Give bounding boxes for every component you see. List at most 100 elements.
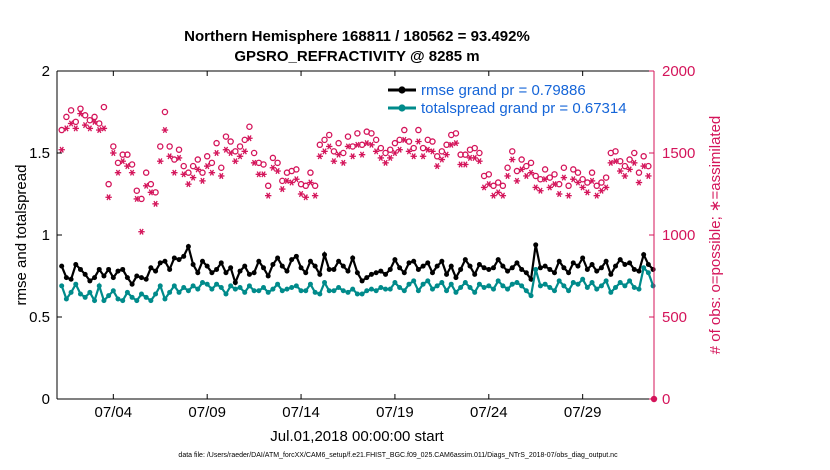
spread-point — [134, 298, 140, 304]
obs-assimilated-stroke — [87, 125, 93, 132]
spread-point — [148, 298, 154, 304]
obs-assimilated-stroke — [566, 192, 571, 199]
obs-possible-point — [579, 175, 586, 183]
obs-possible-point — [570, 166, 577, 173]
obs-assimilated-point — [410, 153, 417, 160]
spread-point — [354, 291, 360, 297]
obs-assimilated-point — [518, 166, 525, 173]
obs-assimilated-point — [63, 125, 70, 132]
y-right-tick-label: 500 — [662, 309, 687, 326]
obs-assimilated-stroke — [82, 122, 88, 129]
obs-assimilated-point — [119, 158, 126, 165]
obs-possible-point — [452, 130, 460, 137]
obs-assimilated-point — [551, 181, 558, 188]
obs-assimilated-point — [265, 192, 272, 199]
rmse-point — [401, 270, 407, 276]
rmse-point — [129, 281, 135, 287]
obs-assimilated-stroke — [547, 184, 552, 191]
obs-assimilated-point — [429, 148, 436, 155]
obs-assimilated-stroke — [233, 158, 238, 165]
obs-assimilated-point — [203, 163, 211, 170]
obs-assimilated-point — [161, 126, 169, 134]
obs-assimilated-point — [523, 172, 530, 180]
obs-assimilated-point — [128, 169, 136, 176]
rmse-point — [115, 268, 121, 274]
obs-assimilated-stroke — [322, 148, 327, 155]
obs-possible-point — [626, 156, 633, 163]
legend-spread-label: totalspread grand pr = 0.67314 — [421, 100, 627, 117]
obs-possible-point — [433, 153, 441, 160]
obs-assimilated-stroke — [331, 158, 337, 165]
obs-assimilated-point — [250, 159, 258, 166]
rmse-point — [148, 265, 154, 271]
obs-assimilated-stroke — [420, 153, 426, 160]
obs-possible-point — [133, 187, 141, 194]
obs-possible-point — [77, 105, 84, 112]
obs-assimilated-point — [588, 177, 596, 184]
obs-assimilated-stroke — [280, 185, 285, 193]
spread-point — [364, 288, 370, 294]
obs-possible-point — [307, 169, 314, 176]
rmse-point — [340, 263, 346, 269]
obs-assimilated-point — [358, 151, 366, 158]
spread-point — [401, 288, 407, 294]
obs-assimilated-point — [443, 151, 450, 158]
obs-assimilated-point — [560, 174, 568, 181]
spread-point — [476, 281, 482, 287]
obs-assimilated-point — [105, 194, 112, 201]
obs-assimilated-stroke — [261, 171, 266, 178]
spread-point — [73, 281, 79, 287]
obs-assimilated-stroke — [557, 190, 562, 198]
obs-assimilated-point — [335, 151, 342, 158]
spread-point — [589, 280, 595, 286]
obs-assimilated-point — [77, 110, 84, 117]
obs-assimilated-point — [133, 195, 140, 203]
obs-assimilated-point — [330, 158, 338, 165]
spread-point — [322, 280, 328, 286]
rmse-point — [237, 268, 243, 274]
obs-assimilated-point — [157, 158, 164, 165]
obs-assimilated-stroke — [580, 184, 585, 191]
rmse-point — [570, 260, 576, 266]
obs-possible-point — [203, 153, 211, 160]
obs-assimilated-stroke — [181, 171, 186, 178]
obs-possible-point — [419, 144, 427, 152]
obs-assimilated-stroke — [622, 172, 628, 180]
obs-assimilated-point — [194, 166, 202, 173]
spread-point — [613, 284, 619, 290]
obs-assimilated-stroke — [64, 125, 69, 132]
obs-assimilated-stroke — [373, 148, 379, 155]
obs-assimilated-stroke — [439, 156, 445, 163]
spread-point — [120, 298, 126, 304]
spread-point — [115, 296, 121, 302]
obs-assimilated-stroke — [528, 169, 534, 176]
obs-assimilated-stroke — [275, 167, 280, 175]
spread-point — [547, 284, 553, 290]
obs-assimilated-stroke — [571, 176, 576, 183]
obs-assimilated-stroke — [585, 189, 590, 196]
obs-assimilated-point — [166, 153, 173, 160]
spread-point — [603, 278, 609, 284]
spread-point — [77, 291, 83, 297]
obs-assimilated-point — [537, 187, 544, 194]
obs-assimilated-stroke — [120, 158, 125, 165]
spread-point — [218, 284, 224, 290]
spread-point — [256, 288, 262, 294]
obs-assimilated-point — [626, 166, 633, 173]
obs-possible-point — [147, 180, 155, 188]
rmse-point — [73, 262, 79, 268]
obs-assimilated-stroke — [449, 141, 454, 148]
obs-possible-point — [640, 153, 647, 160]
obs-possible-point — [105, 180, 112, 188]
spread-point — [575, 281, 581, 287]
obs-assimilated-stroke — [139, 228, 144, 235]
obs-possible-point — [58, 126, 65, 134]
obs-possible-point — [340, 149, 347, 157]
obs-assimilated-point — [433, 163, 441, 170]
obs-assimilated-point — [114, 169, 122, 176]
spread-point — [448, 281, 454, 287]
spread-point — [622, 283, 628, 289]
obs-assimilated-stroke — [327, 143, 332, 150]
obs-possible-point — [574, 169, 582, 176]
obs-possible-point — [246, 123, 253, 131]
